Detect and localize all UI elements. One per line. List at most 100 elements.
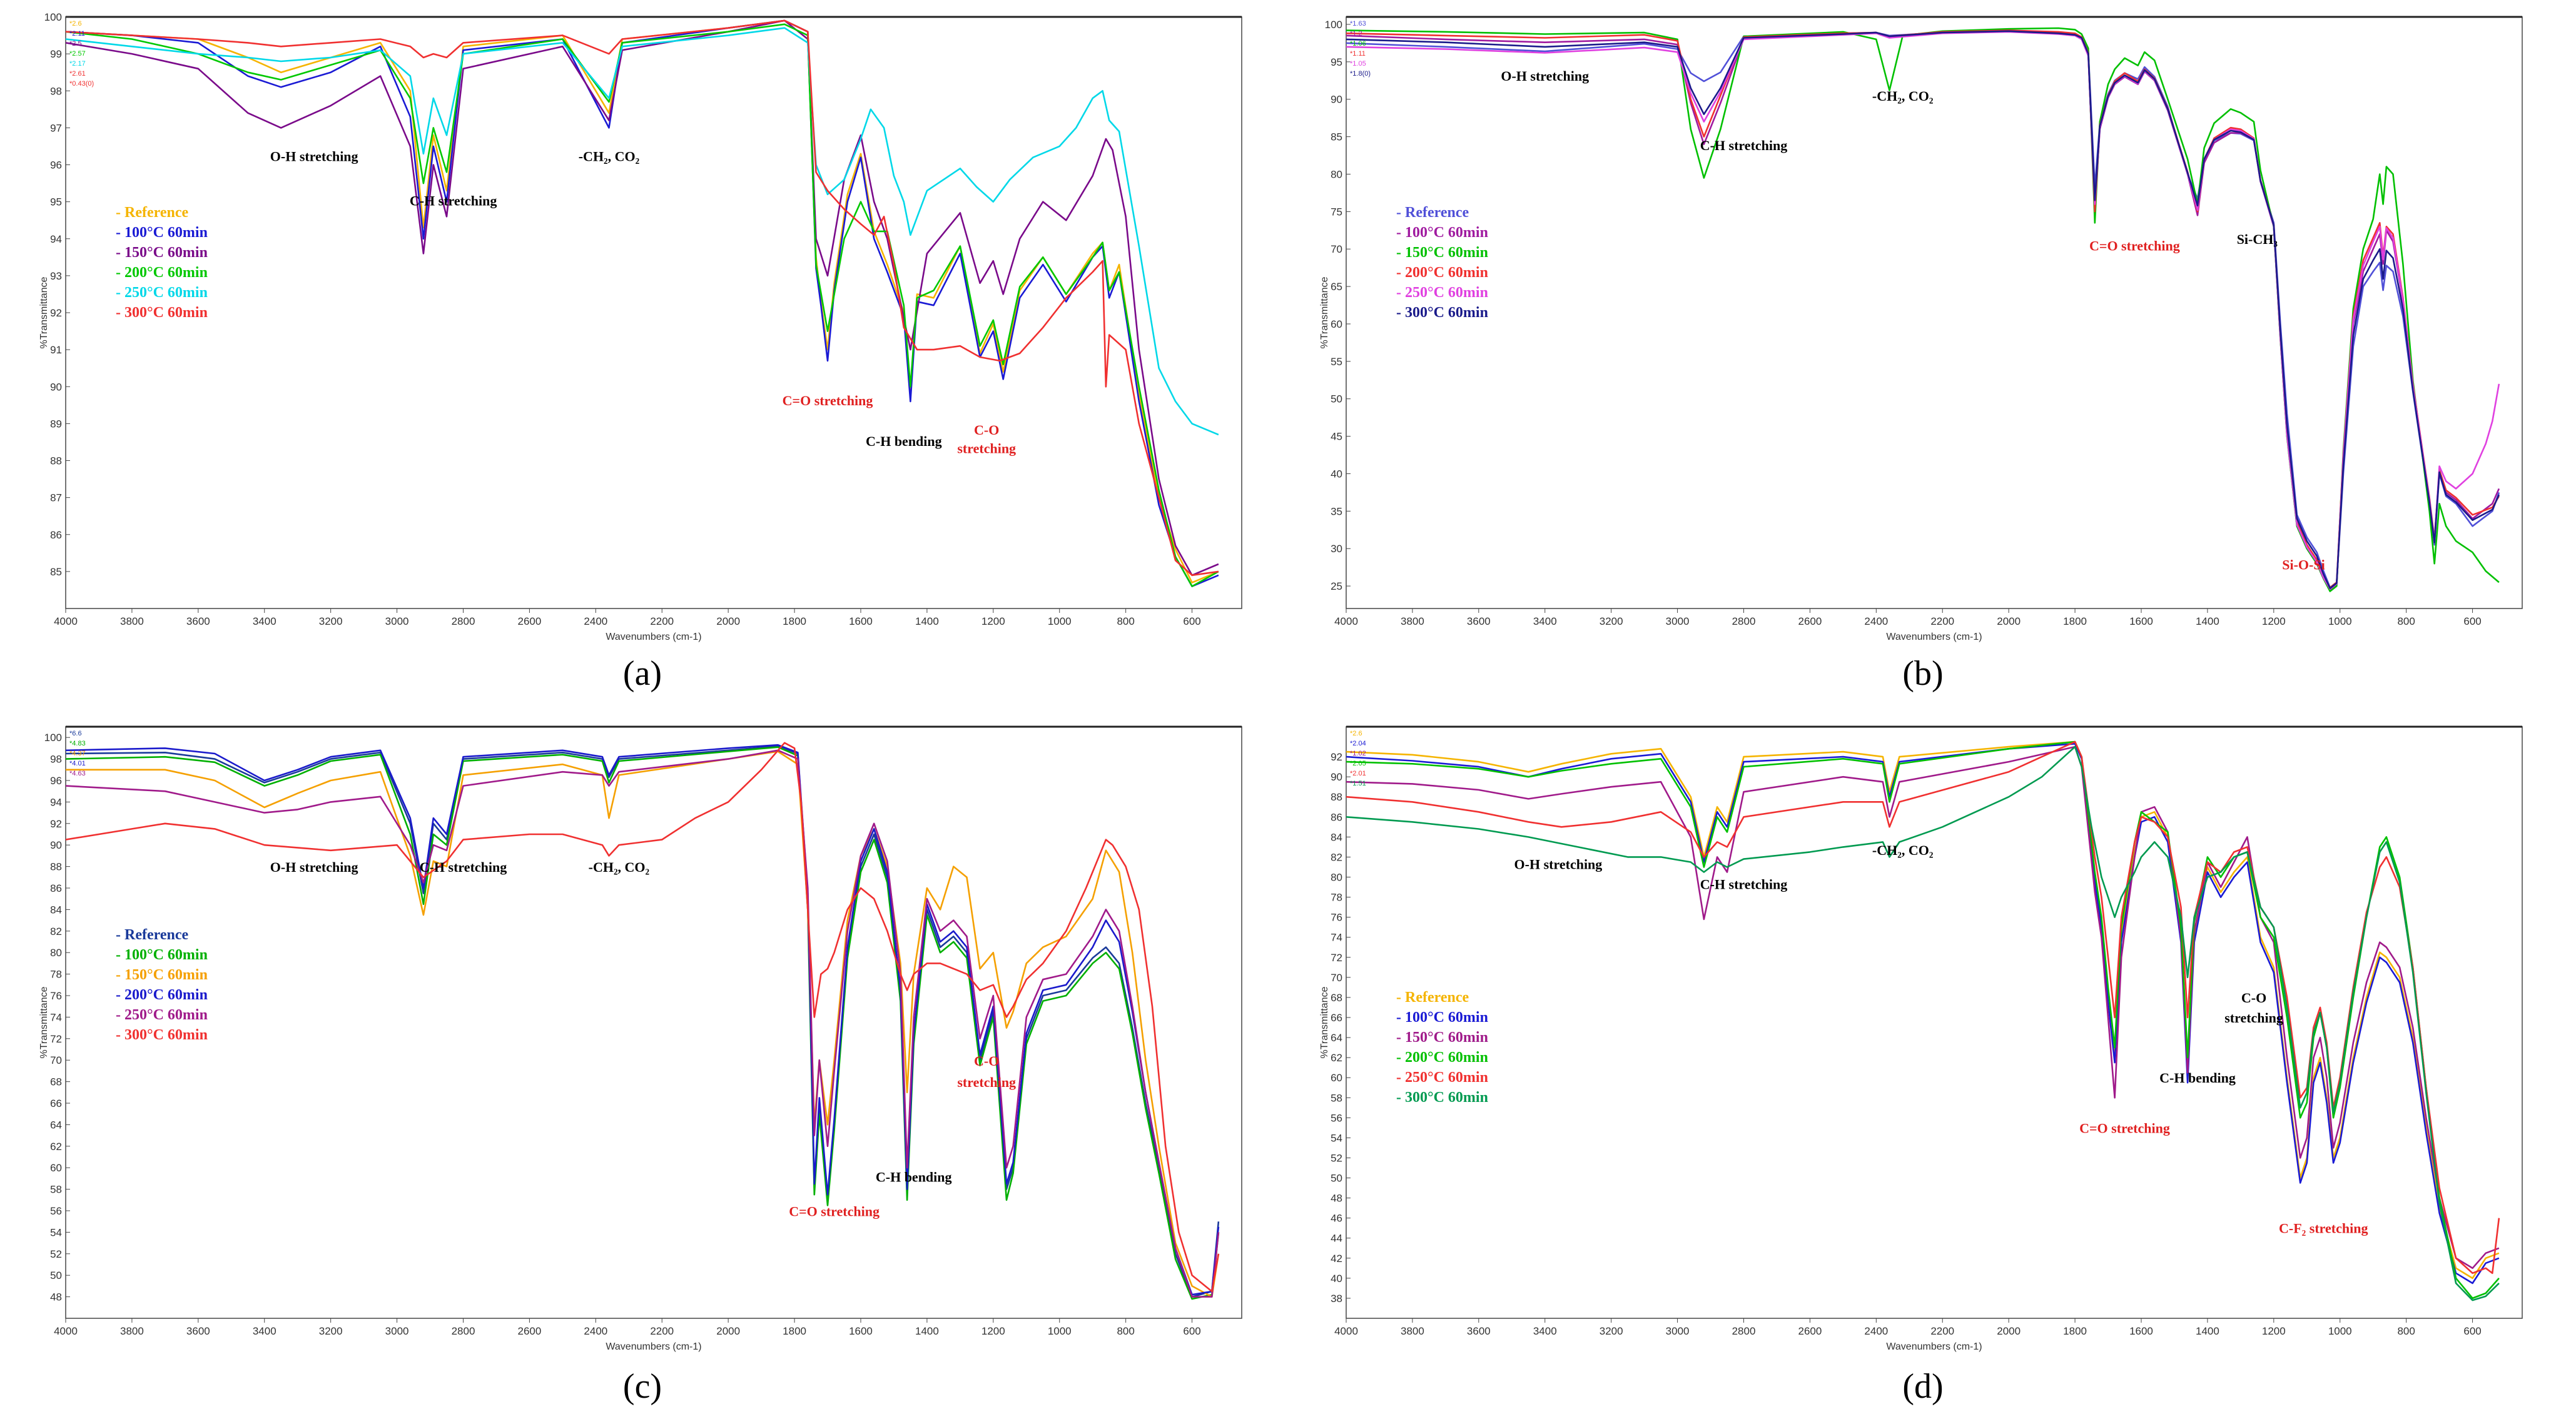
y-axis-title-d: %Transmittance <box>1319 986 1330 1058</box>
ftir-chart-c: 4000 3800 3600 3400 3200 3000 2800 2600 2400 2200… <box>39 725 1242 1352</box>
side-label-b-0: *1.63 <box>1350 20 1366 28</box>
y-tick-label-a-13: 98 <box>50 85 62 97</box>
legend-entry-c-4: - 250°C 60min <box>116 1007 208 1023</box>
y-tick-label-d-11: 60 <box>1331 1072 1342 1084</box>
x-tick-label-b-5: 3000 <box>1666 615 1690 627</box>
y-tick-label-d-23: 84 <box>1331 831 1342 843</box>
annotation-b-2: -CH₂, CO₂ <box>1872 88 1934 104</box>
annotation-c-5: C-O <box>974 1053 999 1069</box>
y-tick-label-a-7: 92 <box>50 307 62 319</box>
y-tick-label-d-16: 70 <box>1331 972 1342 984</box>
side-label-a-6: *0.43(0) <box>69 80 94 88</box>
y-tick-label-d-19: 76 <box>1331 912 1342 924</box>
x-tick-label-a-10: 2000 <box>716 615 740 627</box>
y-tick-label-a-0: 85 <box>50 566 62 578</box>
x-tick-label-d-1: 3800 <box>1401 1325 1424 1337</box>
annotation-a-5: C-O <box>974 422 999 438</box>
y-tick-label-b-9: 70 <box>1331 243 1342 255</box>
x-tick-label-a-17: 600 <box>1183 615 1200 627</box>
legend-entry-a-4: - 250°C 60min <box>116 285 208 301</box>
y-tick-label-d-3: 44 <box>1331 1233 1342 1245</box>
y-tick-label-a-3: 88 <box>50 455 62 467</box>
x-tick-label-c-2: 3600 <box>186 1325 210 1337</box>
x-tick-label-c-8: 2400 <box>584 1325 607 1337</box>
annotation-d-6: stretching <box>2224 1010 2283 1026</box>
legend-entry-d-2: - 150°C 60min <box>1396 1029 1488 1046</box>
x-tick-label-a-3: 3400 <box>253 615 276 627</box>
legend-entry-b-3: - 200°C 60min <box>1396 265 1488 281</box>
annotation-c-0: O-H stretching <box>270 859 358 875</box>
y-tick-label-d-27: 92 <box>1331 751 1342 763</box>
series-line-c-3 <box>66 744 1220 1296</box>
side-label-c-1: *4.83 <box>69 740 86 747</box>
side-label-b-3: *1.11 <box>1350 50 1366 58</box>
y-tick-label-d-20: 78 <box>1331 892 1342 904</box>
series-line-c-5 <box>66 742 1220 1293</box>
y-tick-label-c-6: 60 <box>50 1162 62 1174</box>
y-tick-label-b-3: 40 <box>1331 468 1342 480</box>
y-tick-label-a-12: 97 <box>50 122 62 134</box>
y-tick-label-c-9: 66 <box>50 1098 62 1109</box>
side-label-d-0: *2.6 <box>1350 730 1362 737</box>
x-tick-label-d-16: 800 <box>2397 1325 2415 1337</box>
side-label-d-5: *1.51 <box>1350 780 1366 787</box>
y-tick-label-d-6: 50 <box>1331 1173 1342 1184</box>
x-tick-label-c-0: 4000 <box>54 1325 78 1337</box>
x-tick-label-c-9: 2200 <box>650 1325 674 1337</box>
x-axis-title-a: Wavenumbers (cm-1) <box>606 632 701 642</box>
x-tick-label-a-11: 1800 <box>783 615 806 627</box>
x-tick-label-d-7: 2600 <box>1798 1325 1822 1337</box>
x-tick-label-c-15: 1000 <box>1048 1325 1072 1337</box>
side-label-a-5: *2.61 <box>69 70 86 78</box>
x-tick-label-a-2: 3600 <box>186 615 210 627</box>
side-label-d-1: *2.04 <box>1350 740 1366 747</box>
legend-entry-b-2: - 150°C 60min <box>1396 245 1488 261</box>
legend-entry-d-4: - 250°C 60min <box>1396 1069 1488 1086</box>
y-tick-label-b-13: 90 <box>1331 94 1342 106</box>
y-tick-label-b-10: 75 <box>1331 206 1342 218</box>
x-tick-label-b-0: 4000 <box>1334 615 1358 627</box>
legend-entry-a-2: - 150°C 60min <box>116 245 208 261</box>
annotation-d-1: C-H stretching <box>1700 877 1788 892</box>
y-tick-label-c-26: 100 <box>44 732 62 744</box>
x-tick-label-b-15: 1000 <box>2328 615 2352 627</box>
side-label-b-4: *1.05 <box>1350 60 1366 68</box>
y-tick-label-d-21: 80 <box>1331 872 1342 884</box>
legend-entry-a-5: - 300°C 60min <box>116 305 208 321</box>
y-tick-label-c-8: 64 <box>50 1119 62 1131</box>
x-tick-label-d-8: 2400 <box>1864 1325 1888 1337</box>
y-tick-label-a-4: 89 <box>50 418 62 430</box>
caption-c: (c) <box>622 1367 662 1406</box>
x-tick-label-c-12: 1600 <box>849 1325 873 1337</box>
x-tick-label-d-6: 2800 <box>1732 1325 1756 1337</box>
y-tick-label-a-5: 90 <box>50 381 62 393</box>
x-axis-title-d: Wavenumbers (cm-1) <box>1886 1341 1982 1352</box>
x-tick-label-b-3: 3400 <box>1533 615 1557 627</box>
y-axis-title-a: %Transmittance <box>39 276 49 348</box>
x-tick-label-c-6: 2800 <box>452 1325 475 1337</box>
annotation-b-3: C=O stretching <box>2089 238 2180 254</box>
y-tick-label-b-0: 25 <box>1331 580 1342 592</box>
legend-entry-c-1: - 100°C 60min <box>116 947 208 963</box>
caption-a: (a) <box>622 654 662 693</box>
x-tick-label-a-8: 2400 <box>584 615 607 627</box>
x-tick-label-a-6: 2800 <box>452 615 475 627</box>
y-tick-label-d-7: 52 <box>1331 1152 1342 1164</box>
x-tick-label-d-11: 1800 <box>2063 1325 2087 1337</box>
x-tick-label-c-11: 1800 <box>783 1325 806 1337</box>
y-tick-label-b-11: 80 <box>1331 168 1342 180</box>
annotation-b-4: Si-CH₃ <box>2237 231 2278 247</box>
y-tick-label-a-10: 95 <box>50 196 62 208</box>
y-tick-label-c-23: 94 <box>50 796 62 808</box>
y-tick-label-c-18: 84 <box>50 904 62 916</box>
chart-panel-a: 4000 3800 3600 3400 3200 3000 2800 2600 2400 2200… <box>39 9 1244 642</box>
y-tick-label-d-17: 72 <box>1331 952 1342 964</box>
side-label-b-5: *1.8(0) <box>1350 70 1371 78</box>
x-tick-label-b-1: 3800 <box>1401 615 1424 627</box>
x-tick-label-c-4: 3200 <box>319 1325 343 1337</box>
annotation-b-5: Si-O-Si <box>2282 557 2325 573</box>
x-tick-label-b-17: 600 <box>2463 615 2481 627</box>
series-line-a-5 <box>66 19 1219 577</box>
y-axis-title-c: %Transmittance <box>39 986 49 1058</box>
caption-b: (b) <box>1902 654 1944 693</box>
